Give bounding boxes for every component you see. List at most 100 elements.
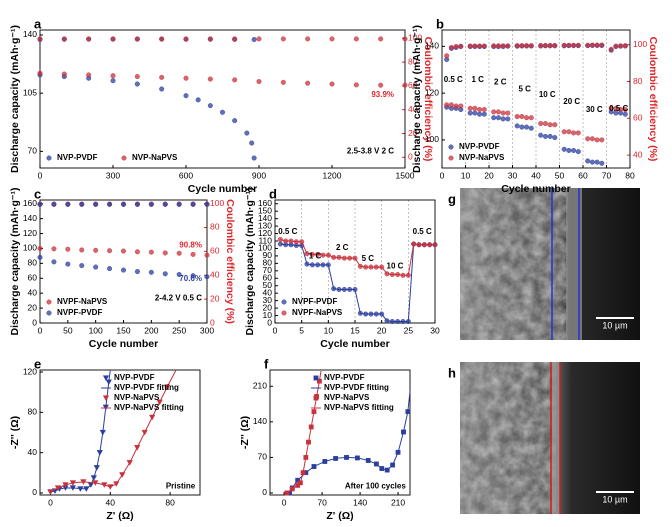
sem-image-h: 10 µm h (448, 362, 640, 514)
x-tick-label: 60 (578, 170, 588, 180)
marker (183, 75, 189, 81)
marker (134, 74, 140, 80)
marker (320, 262, 326, 268)
y-tick-label: 140 (23, 213, 37, 223)
marker (373, 264, 379, 270)
marker (585, 136, 591, 142)
y-tick-label: 140 (258, 213, 272, 223)
marker (313, 375, 319, 381)
legend-label: NVP-NaPVS (132, 153, 178, 162)
plot-frame (39, 29, 406, 169)
y-tick-label: 0 (267, 317, 272, 327)
marker (281, 299, 287, 305)
x-tick-label: 0 (440, 170, 445, 180)
panel-label: d (269, 186, 277, 201)
annotation: 2 C (336, 243, 349, 252)
marker (341, 255, 347, 261)
y2-tick-label: 40 (408, 104, 418, 114)
y2-tick-label: 20 (210, 293, 220, 303)
marker (309, 251, 315, 257)
marker (162, 271, 168, 277)
y-tick-label: 105 (23, 87, 37, 97)
x-tick-label: 300 (200, 325, 214, 335)
panel-label: b (436, 16, 444, 31)
annotation: 5 C (362, 254, 375, 263)
x-tick-label: 0 (38, 325, 43, 335)
marker (313, 395, 319, 401)
marker (599, 160, 605, 166)
x-tick-label: 20 (484, 170, 494, 180)
marker (373, 311, 379, 317)
marker (37, 70, 43, 76)
marker (134, 249, 140, 255)
marker (86, 72, 92, 78)
marker (500, 110, 506, 116)
annotation: 70.6% (179, 274, 202, 283)
marker (86, 36, 92, 42)
legend-label: NVP-PVDF (459, 142, 500, 151)
marker (524, 43, 530, 49)
panel-label: a (34, 16, 42, 31)
legend-label: NVP-PVDF fitting (324, 383, 389, 392)
y-tick-label: 70 (263, 265, 273, 275)
marker (585, 158, 591, 164)
marker (159, 36, 165, 42)
marker (51, 246, 57, 252)
marker (320, 252, 326, 258)
annotation: 1 C (309, 252, 322, 261)
marker (336, 286, 342, 292)
y-tick-label: 0 (32, 487, 37, 497)
marker (448, 144, 454, 150)
marker (547, 42, 553, 48)
marker (495, 109, 501, 115)
marker (207, 103, 213, 109)
y2-tick-label: 100 (408, 33, 422, 43)
marker (400, 319, 406, 325)
marker (207, 36, 213, 42)
marker (505, 116, 511, 122)
marker (505, 43, 511, 49)
marker (299, 239, 305, 245)
marker (561, 42, 567, 48)
marker (384, 271, 390, 277)
legend-label: NVP-NaPVS fitting (324, 403, 394, 412)
y-tick-label: 0 (32, 317, 37, 327)
marker (176, 272, 182, 278)
marker (538, 121, 544, 127)
marker (183, 36, 189, 42)
y2-axis-label: Coulombic efficiency (%) (224, 199, 236, 324)
marker (329, 81, 335, 87)
marker (331, 254, 337, 260)
marker (65, 261, 71, 267)
marker (594, 42, 600, 48)
sem-image-g: 10 µm g (448, 188, 640, 340)
x-tick-label: 900 (252, 170, 266, 180)
legend-label: NVP-PVDF fitting (114, 383, 179, 392)
y-tick-label: 40 (28, 447, 38, 457)
y-axis-label: Discharge capacity (mAh·g⁻¹) (411, 25, 423, 173)
y-tick-label: 40 (28, 287, 38, 297)
marker (524, 115, 530, 121)
marker (120, 201, 126, 207)
marker (613, 43, 619, 49)
x-tick-label: 250 (172, 325, 186, 335)
marker (368, 311, 374, 317)
plot-frame (39, 199, 208, 324)
annotation: 0.5 C (444, 75, 463, 84)
y-tick-label: 140 (23, 29, 37, 39)
y2-tick-label: 40 (210, 269, 220, 279)
marker (331, 286, 337, 292)
marker (453, 103, 459, 109)
marker (405, 319, 411, 325)
x-tick-label: 0 (38, 170, 43, 180)
marker (444, 102, 450, 108)
marker (256, 36, 262, 42)
annotation: After 100 cycles (345, 481, 406, 490)
marker (575, 42, 581, 48)
marker (65, 246, 71, 252)
marker (37, 245, 43, 251)
y-tick-label: 80 (263, 258, 273, 268)
marker (325, 252, 331, 258)
plot-frame (274, 199, 436, 324)
